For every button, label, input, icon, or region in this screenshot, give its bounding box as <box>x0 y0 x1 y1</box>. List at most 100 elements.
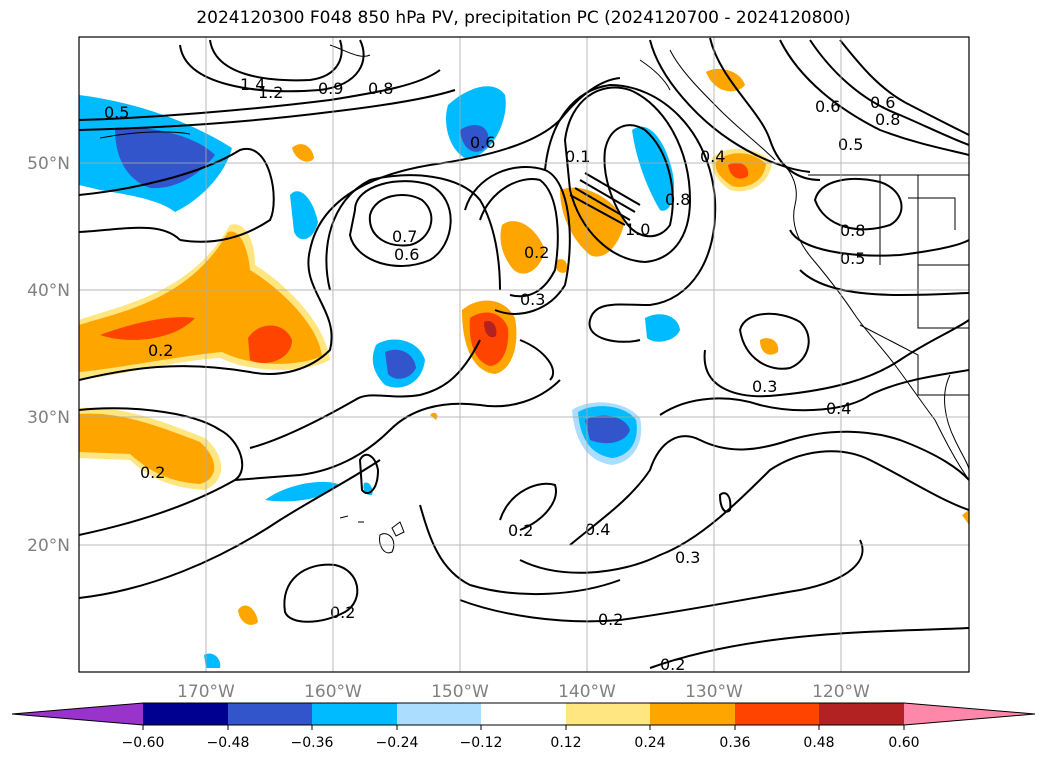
colorbar-segment <box>397 703 481 725</box>
pv-contour-line <box>809 39 969 146</box>
pv-contour-line <box>813 178 903 231</box>
pv-contour-line <box>249 339 481 449</box>
colorbar-segment <box>481 703 566 725</box>
precip-negative-area <box>645 314 680 342</box>
colorbar-segment <box>566 703 650 725</box>
pv-contour-line <box>325 174 501 291</box>
pv-contour-line <box>649 627 969 669</box>
contour-label: 0.5 <box>838 135 863 154</box>
island <box>379 533 395 554</box>
pv-contour-line <box>799 269 969 297</box>
precip-negative-area <box>632 126 675 211</box>
pv-contour-line <box>79 89 456 131</box>
contour-label: 0.6 <box>470 133 495 152</box>
precip-negative-area <box>204 653 221 668</box>
colorbar-segment <box>819 703 904 725</box>
lat-label: 50°N <box>27 154 70 174</box>
precip-positive-area <box>100 317 195 340</box>
contour-label: 0.5 <box>104 103 129 122</box>
island <box>391 521 405 537</box>
contour-label: 0.2 <box>598 610 623 629</box>
map-title: 2024120300 F048 850 hPa PV, precipitatio… <box>196 8 851 28</box>
pv-contour-line <box>718 492 732 513</box>
coastline <box>669 49 776 161</box>
contour-label: 0.4 <box>585 520 610 539</box>
colorbar-tick: 0.12 <box>550 735 581 751</box>
pv-contour-line <box>419 504 621 596</box>
coastline <box>99 131 191 139</box>
colorbar-tick: −0.60 <box>122 735 165 751</box>
pv-contour-line <box>79 407 244 536</box>
precip-positive-area <box>430 412 438 420</box>
pv-contour-line <box>519 450 969 574</box>
coastline <box>329 44 371 57</box>
colorbar-tick: −0.12 <box>460 735 503 751</box>
pv-contour-line <box>649 39 811 173</box>
colorbar-segment <box>143 703 228 725</box>
pv-contour-line <box>738 312 810 370</box>
precip-positive-area <box>79 413 215 484</box>
precip-positive-area <box>469 312 509 366</box>
colorbar-tick: 0.36 <box>719 735 750 751</box>
precip-positive-area <box>484 320 497 338</box>
contour-label: 0.9 <box>318 79 343 98</box>
lon-label: 120°W <box>812 682 870 702</box>
contour-label: 1.4 <box>240 75 265 94</box>
precip-positive-area <box>248 325 292 364</box>
precip-negative-area <box>585 415 630 444</box>
precip-negative-area <box>385 349 416 379</box>
contour-label: 0.4 <box>826 399 851 418</box>
pv-contour-line <box>79 69 441 121</box>
pv-contour-line <box>499 482 557 531</box>
pv-contour-line <box>709 37 821 181</box>
precipitation-anomaly-fill <box>79 68 969 668</box>
pv-contour-line <box>358 453 380 495</box>
pv-contour-line <box>569 430 969 546</box>
colorbar-segment <box>735 703 819 725</box>
pv-contour-line <box>368 194 433 247</box>
state-border <box>908 197 956 230</box>
colorbar-tick: −0.24 <box>376 735 419 751</box>
lon-label: 150°W <box>431 682 489 702</box>
pv-contour-line <box>603 124 674 238</box>
island <box>339 515 364 523</box>
contour-label: 0.7 <box>392 227 417 246</box>
contour-label: 1.2 <box>258 83 283 102</box>
contour-label: 0.4 <box>700 147 725 166</box>
pv-contour-line <box>544 83 717 343</box>
lat-label: 40°N <box>27 281 70 301</box>
coastline <box>944 374 969 471</box>
pv-contour-line <box>209 39 343 82</box>
precip-positive-area <box>962 510 969 525</box>
colorbar-tick: 0.60 <box>888 735 919 751</box>
contour-labels: 0.5 1.4 1.2 0.9 0.8 0.6 0.7 0.6 0.2 0.3 … <box>104 75 900 674</box>
pv-contour-line <box>179 39 365 93</box>
map-frame <box>78 36 970 673</box>
precip-positive-area <box>238 605 258 625</box>
state-border <box>859 324 969 396</box>
colorbar-tick: 0.24 <box>634 735 665 751</box>
contour-label: 0.2 <box>508 521 533 540</box>
lon-label: 160°W <box>304 682 362 702</box>
pv-contour-line <box>79 249 333 381</box>
precip-negative-area <box>460 125 489 152</box>
coastline <box>779 159 969 481</box>
contour-label: 0.6 <box>815 97 840 116</box>
precip-positive-area <box>760 338 779 355</box>
lat-label: 30°N <box>27 408 70 428</box>
pv-contour-line <box>839 39 969 136</box>
pv-contour-line <box>79 459 381 599</box>
contour-label: 0.3 <box>752 377 777 396</box>
colorbar-segment <box>312 703 397 725</box>
precip-positive-area <box>728 162 749 179</box>
coastline <box>639 59 671 91</box>
colorbar: −0.60 −0.48 −0.36 −0.24 −0.12 0.12 0.24 … <box>11 702 1036 751</box>
pv-contour-line <box>779 39 969 156</box>
contour-label: 0.5 <box>840 249 865 268</box>
contour-label: 0.8 <box>665 190 690 209</box>
lon-label: 140°W <box>558 682 616 702</box>
contour-label: 1.0 <box>625 220 650 239</box>
colorbar-tick: −0.48 <box>207 735 250 751</box>
contour-label: 0.2 <box>524 243 549 262</box>
contour-label: 0.2 <box>140 463 165 482</box>
